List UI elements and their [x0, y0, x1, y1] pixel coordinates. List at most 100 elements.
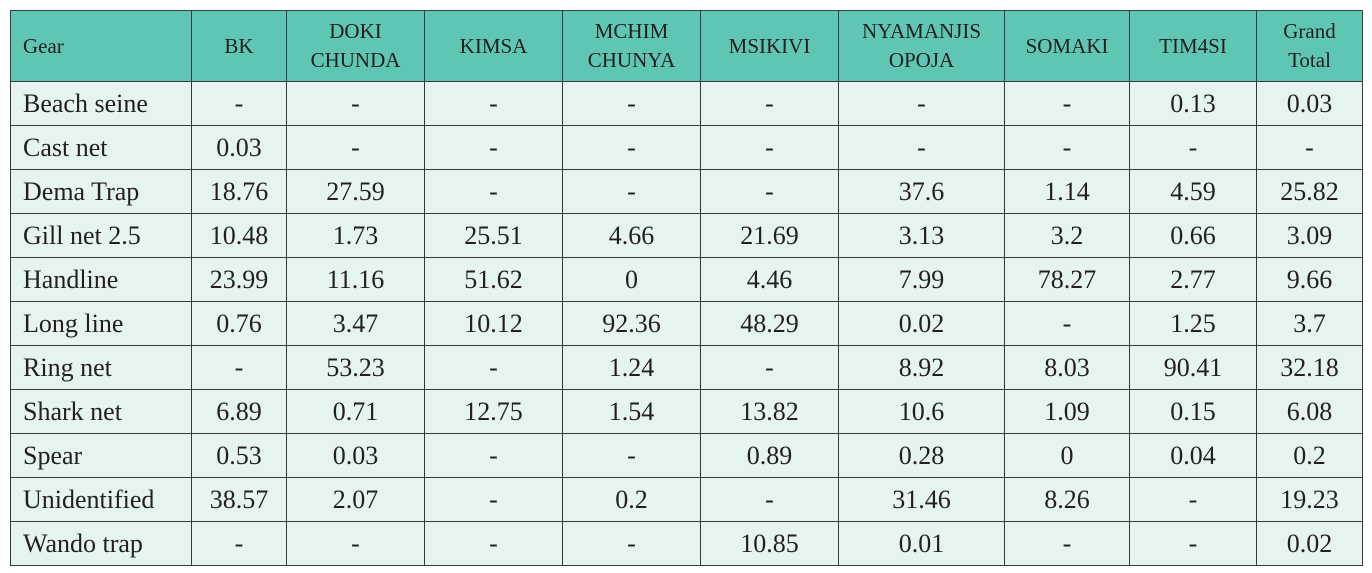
table-cell: 13.82: [700, 389, 839, 434]
table-cell: -: [838, 81, 1005, 126]
table-cell: -: [1004, 301, 1130, 346]
table-cell: -: [1256, 125, 1363, 170]
table-cell: 1.14: [1004, 169, 1130, 214]
table-cell: 0: [1004, 433, 1130, 478]
table-row: Unidentified 38.57 2.07-0.2-31.46 8.26-19.2…: [10, 477, 1363, 522]
row-label: Gill net 2.5: [10, 213, 192, 258]
table-cell: 3.2: [1004, 213, 1130, 258]
table-cell: 3.47: [286, 301, 425, 346]
column-header-col-2: DOKI CHUNDA: [286, 10, 425, 82]
table-cell: -: [838, 125, 1005, 170]
header-row: Gear BK DOKI CHUNDA KIMSA MCHIM CHUNYA MSIKIV…: [10, 10, 1363, 82]
table-cell: 78.27: [1004, 257, 1130, 302]
table-cell: 31.46: [838, 477, 1005, 522]
table-container: Gear BK DOKI CHUNDA KIMSA MCHIM CHUNYA MSIKIV…: [10, 10, 1363, 566]
table-cell: -: [286, 81, 425, 126]
table-cell: 18.76: [191, 169, 287, 214]
table-cell: -: [286, 521, 425, 566]
table-cell: 1.73: [286, 213, 425, 258]
table-cell: -: [424, 169, 563, 214]
table-cell: 37.6: [838, 169, 1005, 214]
table-cell: 0.03: [286, 433, 425, 478]
table-cell: 1.09: [1004, 389, 1130, 434]
table-cell: -: [700, 81, 839, 126]
table-cell: -: [562, 81, 701, 126]
column-header-col-8: TIM4SI: [1129, 10, 1257, 82]
table-cell: 2.07: [286, 477, 425, 522]
table-cell: -: [1129, 521, 1257, 566]
table-cell: 0.2: [1256, 433, 1363, 478]
table-row: Handline 23.99 11.16 51.62 0 4.46 7.99 78.27 2.7…: [10, 257, 1363, 302]
table-cell: 0.76: [191, 301, 287, 346]
table-cell: 7.99: [838, 257, 1005, 302]
table-cell: -: [1004, 521, 1130, 566]
table-cell: 8.26: [1004, 477, 1130, 522]
table-cell: 10.6: [838, 389, 1005, 434]
table-body: Beach seine - - - - - - -0.13 0.03 Cast net 0.03- -…: [10, 81, 1363, 566]
table-cell: 32.18: [1256, 345, 1363, 390]
table-cell: 3.09: [1256, 213, 1363, 258]
table-cell: 1.54: [562, 389, 701, 434]
column-header-col-9: Grand Total: [1256, 10, 1363, 82]
row-label: Beach seine: [10, 81, 192, 126]
table-cell: -: [191, 81, 287, 126]
table-cell: 0.01: [838, 521, 1005, 566]
table-cell: 3.7: [1256, 301, 1363, 346]
table-cell: -: [286, 125, 425, 170]
table-cell: 53.23: [286, 345, 425, 390]
table-row: Wando trap - - - -10.85 0.01- -0.02: [10, 521, 1363, 566]
table-cell: -: [700, 477, 839, 522]
table-cell: -: [562, 125, 701, 170]
row-label: Cast net: [10, 125, 192, 170]
table-cell: -: [424, 81, 563, 126]
column-header-gear: Gear: [10, 10, 192, 82]
table-cell: 6.89: [191, 389, 287, 434]
table-cell: 38.57: [191, 477, 287, 522]
table-cell: 8.92: [838, 345, 1005, 390]
table-cell: 0: [562, 257, 701, 302]
table-cell: 3.13: [838, 213, 1005, 258]
table-cell: 1.25: [1129, 301, 1257, 346]
column-header-col-3: KIMSA: [424, 10, 563, 82]
table-row: Long line 0.76 3.47 10.12 92.36 48.29 0.02-1.2…: [10, 301, 1363, 346]
table-cell: 10.12: [424, 301, 563, 346]
table-cell: 0.15: [1129, 389, 1257, 434]
table-row: Gill net 2.5 10.48 1.73 25.51 4.66 21.69 3.13 3…: [10, 213, 1363, 258]
table-cell: -: [424, 477, 563, 522]
table-cell: 0.71: [286, 389, 425, 434]
row-label: Ring net: [10, 345, 192, 390]
table-cell: 10.85: [700, 521, 839, 566]
table-cell: -: [424, 125, 563, 170]
table-cell: 6.08: [1256, 389, 1363, 434]
table-cell: 0.02: [838, 301, 1005, 346]
table-cell: 25.51: [424, 213, 563, 258]
table-cell: 0.66: [1129, 213, 1257, 258]
table-cell: 19.23: [1256, 477, 1363, 522]
table-cell: 10.48: [191, 213, 287, 258]
table-cell: -: [700, 345, 839, 390]
table-cell: 4.46: [700, 257, 839, 302]
row-label: Wando trap: [10, 521, 192, 566]
row-label: Shark net: [10, 389, 192, 434]
table-cell: 0.02: [1256, 521, 1363, 566]
table-cell: 2.77: [1129, 257, 1257, 302]
table-cell: 4.66: [562, 213, 701, 258]
table-row: Ring net -53.23-1.24-8.92 8.03 90.41 32.18: [10, 345, 1363, 390]
table-cell: 51.62: [424, 257, 563, 302]
row-label: Handline: [10, 257, 192, 302]
table-cell: -: [424, 521, 563, 566]
table-cell: 23.99: [191, 257, 287, 302]
table-row: Cast net 0.03- - - - - - - -: [10, 125, 1363, 170]
row-label: Spear: [10, 433, 192, 478]
column-header-col-6: NYAMANJIS OPOJA: [838, 10, 1005, 82]
table-cell: -: [424, 433, 563, 478]
table-cell: -: [1129, 125, 1257, 170]
table-cell: 0.53: [191, 433, 287, 478]
table-cell: 0.2: [562, 477, 701, 522]
row-label: Long line: [10, 301, 192, 346]
column-header-col-7: SOMAKI: [1004, 10, 1130, 82]
table-cell: 4.59: [1129, 169, 1257, 214]
table-cell: 48.29: [700, 301, 839, 346]
table-cell: 0.89: [700, 433, 839, 478]
row-label: Unidentified: [10, 477, 192, 522]
